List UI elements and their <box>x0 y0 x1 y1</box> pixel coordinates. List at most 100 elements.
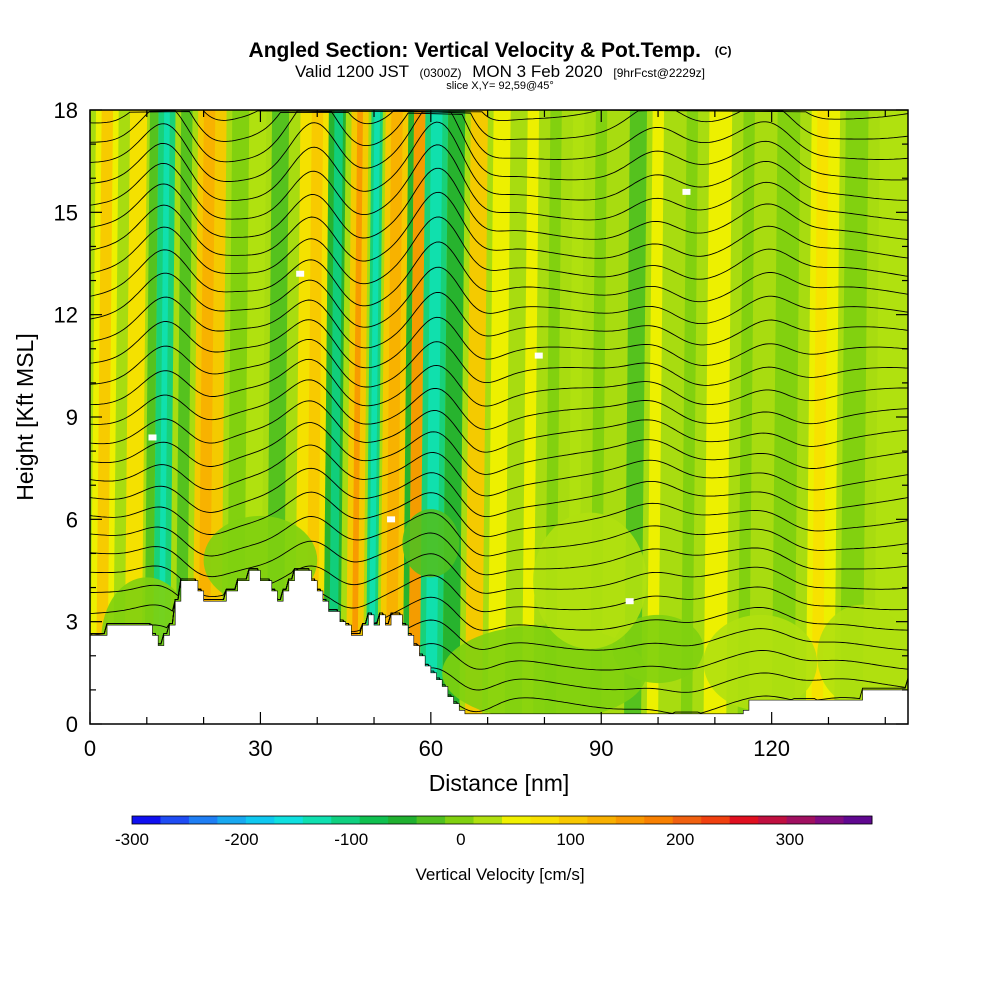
colorbar-swatch <box>160 816 190 824</box>
velocity-blob <box>442 625 647 721</box>
y-tick-label: 3 <box>66 610 78 635</box>
velocity-band <box>197 110 216 724</box>
colorbar-swatch <box>843 816 873 824</box>
isentrope-label-bg <box>148 434 157 441</box>
isentrope-line <box>90 291 908 349</box>
y-axis: 0 3 6 9 12 15 18 <box>54 98 908 737</box>
y-axis-label: Height [Kft MSL] <box>12 333 38 500</box>
y-tick-label: 15 <box>54 200 78 225</box>
velocity-band <box>95 110 114 724</box>
colorbar-swatch <box>331 816 361 824</box>
isentrope-line <box>90 512 908 557</box>
colorbar-tick-label: 0 <box>456 830 465 849</box>
velocity-band <box>680 110 699 724</box>
velocity-band <box>158 110 170 724</box>
isentrope-line <box>90 444 908 497</box>
colorbar-swatch <box>644 816 674 824</box>
velocity-blob <box>612 614 704 684</box>
colorbar-swatch <box>701 816 731 824</box>
colorbar-swatch <box>530 816 560 824</box>
isentrope-line <box>90 358 908 407</box>
isentrope-label-bg <box>682 188 691 195</box>
isentrope-line <box>90 422 908 475</box>
x-axis-label: Distance [nm] <box>429 770 570 796</box>
x-tick-label: 0 <box>84 736 96 761</box>
velocity-blob <box>817 604 908 707</box>
velocity-band <box>368 110 381 724</box>
isentrope-line <box>90 110 908 142</box>
colorbar-label: Vertical Velocity [cm/s] <box>415 865 584 884</box>
velocity-band <box>703 110 733 724</box>
colorbar-tick-label: -100 <box>334 830 368 849</box>
velocity-band <box>143 110 159 724</box>
x-tick-label: 90 <box>589 736 613 761</box>
velocity-band <box>646 110 665 724</box>
velocity-band <box>351 110 363 724</box>
velocity-blob <box>533 512 647 649</box>
colorbar-swatch <box>302 816 332 824</box>
velocity-band <box>175 110 193 724</box>
colorbar-tick-label: 200 <box>666 830 694 849</box>
terrain-mask <box>90 570 908 724</box>
isentrope-line <box>90 121 908 202</box>
isentrope-contours <box>90 110 908 714</box>
colorbar-swatch <box>245 816 275 824</box>
colorbar-swatch <box>188 816 218 824</box>
x-tick-label: 60 <box>419 736 443 761</box>
velocity-band <box>487 110 511 724</box>
isentrope-line <box>90 111 908 182</box>
colorbar-swatch <box>416 816 446 824</box>
colorbar: -300 -200 -100 0 100 200 300 <box>115 815 873 849</box>
isentrope-line <box>90 241 908 307</box>
velocity-band <box>402 110 415 724</box>
plot-area <box>90 110 908 724</box>
colorbar-swatch <box>502 816 531 824</box>
x-axis: 0 30 60 90 120 <box>84 110 886 761</box>
subtitle-date: MON 3 Feb 2020 <box>472 62 602 81</box>
subtitle-fcst: [9hrFcst@2229z] <box>613 66 705 80</box>
x-tick-label: 30 <box>248 736 272 761</box>
colorbar-swatch <box>217 816 247 824</box>
isentrope-line <box>90 266 908 328</box>
colorbar-tick-label: -300 <box>115 830 149 849</box>
y-tick-label: 12 <box>54 303 78 328</box>
isentrope-line <box>90 167 908 240</box>
isentrope-label-bg <box>534 352 543 359</box>
isentrope-label-bg <box>387 516 396 523</box>
colorbar-swatch <box>815 816 845 824</box>
colorbar-frame <box>131 815 873 825</box>
colorbar-swatch <box>388 816 418 824</box>
isentrope-line <box>90 491 908 538</box>
velocity-blob <box>703 614 818 711</box>
velocity-band <box>839 110 869 724</box>
isentrope-line <box>90 216 908 285</box>
velocity-band <box>464 110 488 724</box>
isentrope-line <box>90 379 908 430</box>
colorbar-tick-label: -200 <box>225 830 259 849</box>
title-unit: (C) <box>715 44 732 58</box>
isentrope-line <box>90 110 908 163</box>
y-tick-label: 18 <box>54 98 78 123</box>
velocity-band <box>328 110 344 724</box>
subtitle-utc: (0300Z) <box>420 66 462 80</box>
isentrope-line <box>90 532 908 578</box>
colorbar-swatch <box>274 816 304 824</box>
colorbar-swatch <box>445 816 475 824</box>
x-tick-label: 120 <box>753 736 790 761</box>
colorbar-swatch <box>558 816 588 824</box>
isentrope-line <box>90 191 908 262</box>
colorbar-swatch <box>359 816 389 824</box>
isentrope-line <box>90 467 908 518</box>
colorbar-swatch <box>615 816 645 824</box>
subtitle-valid: Valid 1200 JST <box>295 62 409 81</box>
colorbar-swatch <box>473 816 503 824</box>
velocity-blob <box>402 509 460 578</box>
isentrope-label-bg <box>296 270 305 277</box>
y-tick-label: 9 <box>66 405 78 430</box>
slice-label: slice X,Y= 92,59@45° <box>446 80 554 92</box>
colorbar-tick-label: 300 <box>776 830 804 849</box>
velocity-band <box>737 110 755 724</box>
isentrope-line <box>90 338 908 388</box>
isentrope-labels <box>148 188 691 605</box>
